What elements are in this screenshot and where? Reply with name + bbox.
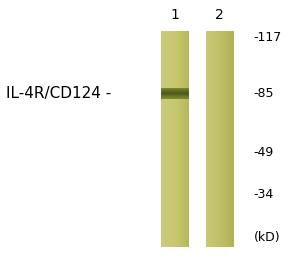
Bar xyxy=(217,31,218,247)
Bar xyxy=(162,31,163,247)
Bar xyxy=(218,31,219,247)
Bar xyxy=(160,31,161,247)
Bar xyxy=(160,92,189,93)
Bar xyxy=(233,31,234,247)
Bar xyxy=(173,31,174,247)
Bar xyxy=(223,31,224,247)
Bar xyxy=(181,31,182,247)
Bar xyxy=(160,97,189,98)
Bar xyxy=(219,31,220,247)
Bar xyxy=(161,31,162,247)
Bar xyxy=(184,31,185,247)
Bar xyxy=(160,91,189,92)
Text: (kD): (kD) xyxy=(254,231,280,244)
Bar xyxy=(226,31,227,247)
Text: IL-4R/CD124 -: IL-4R/CD124 - xyxy=(6,86,111,101)
Bar xyxy=(215,31,216,247)
Bar xyxy=(179,31,181,247)
Bar xyxy=(212,31,213,247)
Bar xyxy=(166,31,167,247)
Bar xyxy=(167,31,168,247)
Bar xyxy=(185,31,186,247)
Bar xyxy=(220,31,221,247)
Bar xyxy=(182,31,183,247)
Bar xyxy=(221,31,222,247)
Text: -85: -85 xyxy=(254,87,274,100)
Bar xyxy=(183,31,184,247)
Bar xyxy=(224,31,226,247)
Bar xyxy=(160,94,189,95)
Bar xyxy=(222,31,223,247)
Bar xyxy=(169,31,170,247)
Bar xyxy=(187,31,188,247)
Bar xyxy=(209,31,210,247)
Bar xyxy=(168,31,169,247)
Text: 2: 2 xyxy=(215,8,224,22)
Bar xyxy=(228,31,229,247)
Bar xyxy=(186,31,187,247)
Bar xyxy=(160,98,189,99)
Bar xyxy=(229,31,230,247)
Bar xyxy=(208,31,209,247)
Bar xyxy=(216,31,217,247)
Bar xyxy=(177,31,178,247)
Bar xyxy=(210,31,211,247)
Bar xyxy=(175,31,176,247)
Bar xyxy=(160,96,189,97)
Bar xyxy=(171,31,172,247)
Text: -117: -117 xyxy=(254,31,282,44)
Bar xyxy=(160,88,189,89)
Bar xyxy=(176,31,177,247)
Bar xyxy=(160,93,189,94)
Bar xyxy=(160,89,189,90)
Text: -49: -49 xyxy=(254,146,274,159)
Bar xyxy=(231,31,232,247)
Bar xyxy=(232,31,233,247)
Bar xyxy=(211,31,212,247)
Bar xyxy=(230,31,231,247)
Bar xyxy=(165,31,166,247)
Bar xyxy=(163,31,164,247)
Bar xyxy=(213,31,214,247)
Text: 1: 1 xyxy=(170,8,179,22)
Bar xyxy=(174,31,175,247)
Bar xyxy=(170,31,171,247)
Bar xyxy=(164,31,165,247)
Bar xyxy=(160,95,189,96)
Bar xyxy=(207,31,208,247)
Bar xyxy=(160,90,189,91)
Bar xyxy=(172,31,173,247)
Bar xyxy=(188,31,189,247)
Bar xyxy=(214,31,215,247)
Bar xyxy=(227,31,228,247)
Bar xyxy=(178,31,179,247)
Bar xyxy=(206,31,207,247)
Text: -34: -34 xyxy=(254,188,274,201)
